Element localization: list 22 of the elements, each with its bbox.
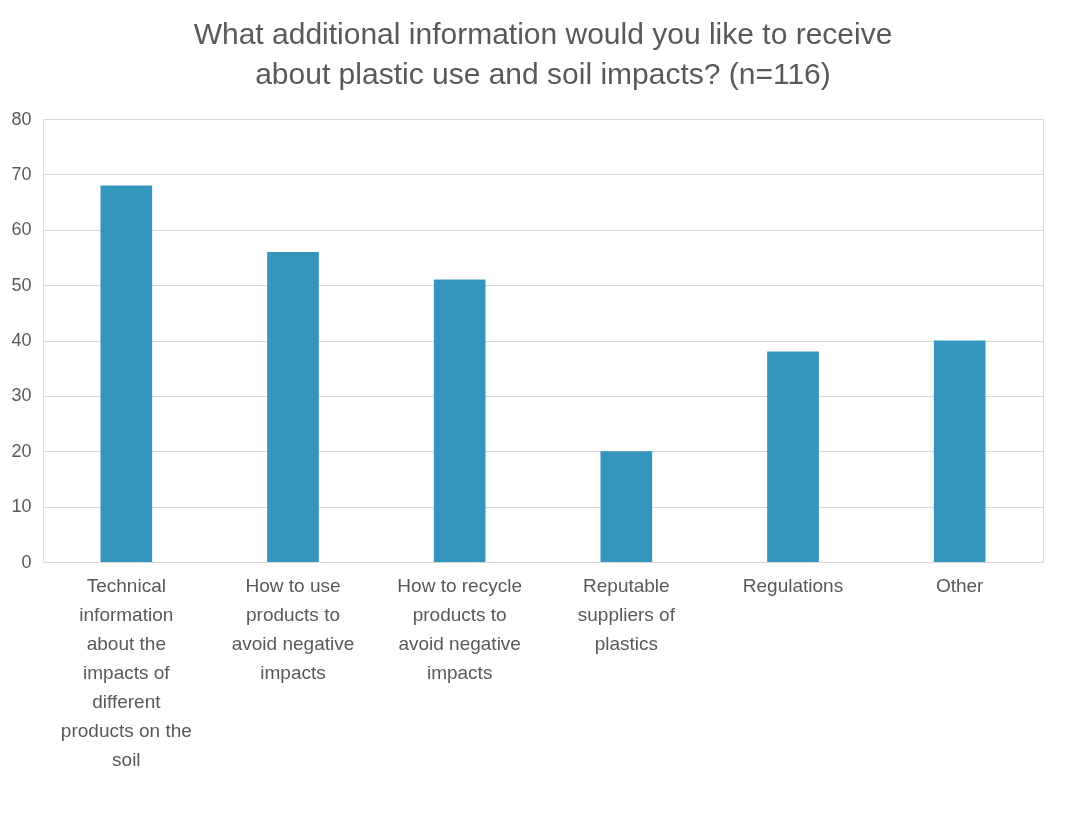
chart-title: What additional information would you like to receive about plastic use and soil impacts? (n=116) [193,17,893,90]
bar [267,251,319,562]
x-tick-label: Regulations [742,574,844,596]
x-tick-label: Technical information about the impacts of different products on the soil [60,574,192,770]
bar [600,451,653,562]
bar [767,351,819,562]
bar [433,279,486,562]
y-tick-label: 30 [11,385,32,406]
x-tick-label: How to use products to avoid negative impacts [231,574,355,683]
y-tick-label: 50 [11,274,32,295]
y-tick-label: 70 [11,163,32,184]
y-tick-label: 40 [11,330,32,350]
x-tick-label: How to recycle products to avoid negative impacts [397,574,522,683]
y-tick-label: 10 [11,496,32,517]
y-tick-label: 20 [11,440,32,461]
y-tick-label: 60 [11,219,32,240]
x-tick-label: Other [935,574,985,596]
y-tick-label: 80 [11,108,32,129]
bar [933,340,986,562]
bar [100,185,153,562]
y-tick-label: 0 [21,551,32,572]
x-tick-label: Reputable suppliers of plastics [577,574,676,654]
